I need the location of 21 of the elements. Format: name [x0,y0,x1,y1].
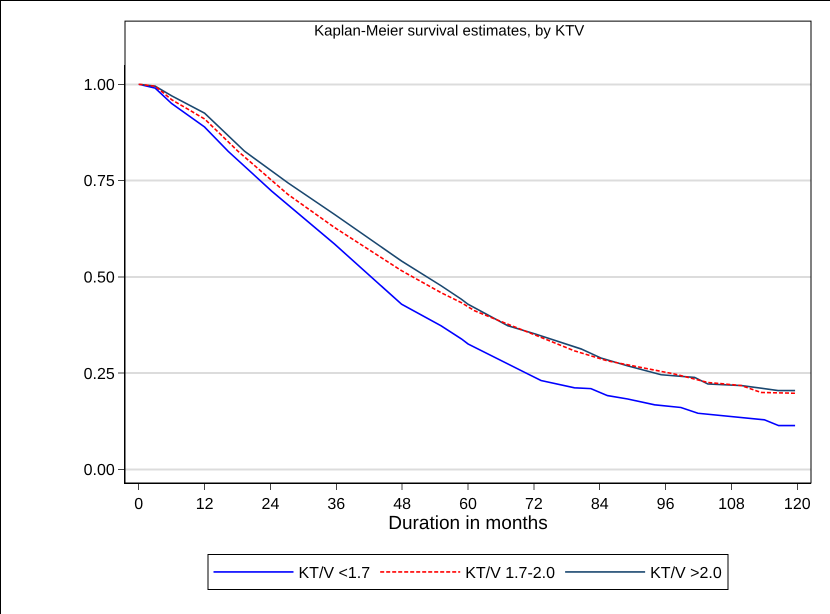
x-tick-label: 84 [590,496,609,514]
y-tick-label: 0.25 [84,366,115,383]
x-tick-label: 12 [196,496,214,514]
y-tick-label: 0.75 [84,173,115,190]
x-tick-label: 72 [524,496,543,514]
x-tick-label: 24 [262,496,280,514]
x-tick-label: 36 [327,496,346,514]
x-tick-label: 108 [718,496,745,514]
y-tick-label: 0.50 [84,269,115,286]
x-tick-label: 60 [459,496,477,514]
x-tick-label: 0 [134,496,144,514]
y-tick-label: 0.00 [84,462,115,480]
x-tick-label: 48 [393,496,412,514]
x-axis-title: Duration in months [388,513,548,534]
legend-label: KT/V >2.0 [650,565,722,582]
legend-label: KT/V <1.7 [298,565,370,582]
y-tick-label: 1.00 [84,76,115,94]
legend-label: KT/V 1.7-2.0 [465,565,556,582]
x-tick-label: 120 [784,496,811,514]
x-tick-label: 96 [656,496,675,514]
chart-title: Kaplan-Meier survival estimates, by KTV [314,22,584,40]
